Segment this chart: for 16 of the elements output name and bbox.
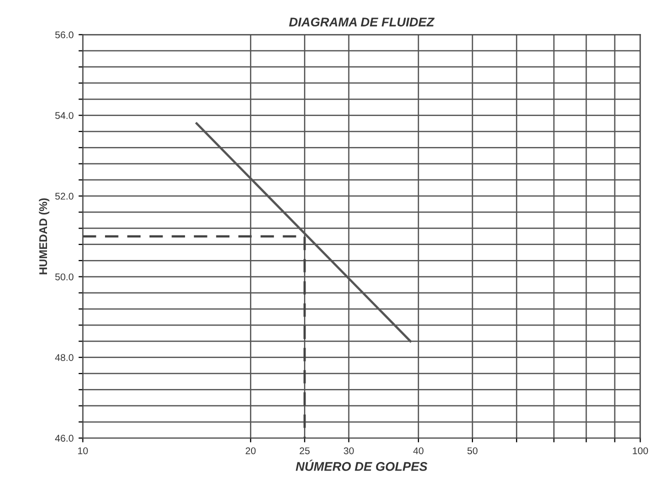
x-axis-title: NÚMERO DE GOLPES — [296, 460, 428, 471]
y-tick-label: 48.0 — [55, 354, 74, 362]
y-tick-label: 50.0 — [55, 273, 74, 280]
x-tick-label: 10 — [78, 447, 88, 454]
y-tick-label: 52.0 — [55, 192, 74, 200]
x-tick-label: 30 — [344, 447, 354, 454]
y-axis-title: HUMEDAD (%) — [38, 198, 50, 274]
x-tick-label: 20 — [246, 447, 256, 454]
x-tick-label: 50 — [467, 447, 478, 454]
chart-title: DIAGRAMA DE FLUIDEZ — [289, 18, 435, 26]
y-tick-label: 54.0 — [55, 112, 74, 119]
x-tick-label: 40 — [413, 447, 424, 454]
y-tick-label: 56.0 — [55, 31, 74, 38]
x-tick-label: 100 — [632, 447, 648, 454]
x-tick-label: 25 — [300, 447, 310, 454]
y-tick-label: 46.0 — [55, 434, 74, 442]
